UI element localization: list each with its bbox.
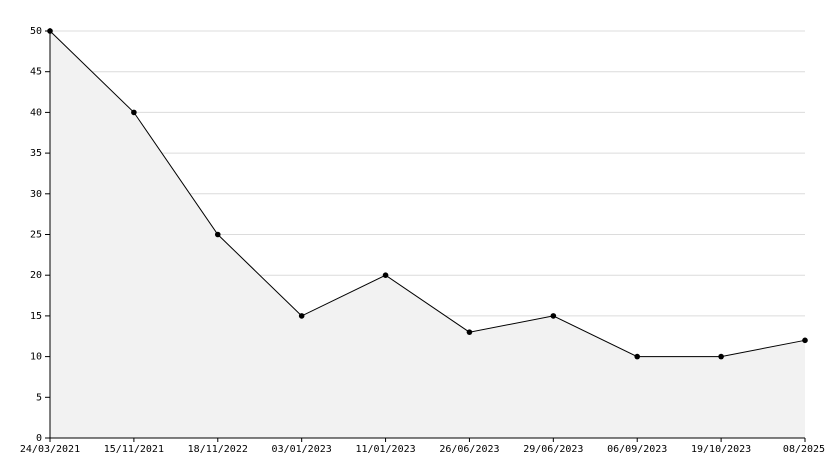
point — [802, 337, 808, 344]
x-tick-label: 19/10/2023 — [691, 444, 751, 455]
line — [49, 30, 806, 358]
y-tick-label: 15 — [30, 311, 42, 322]
y-tick-label: 25 — [30, 230, 42, 241]
y-tick-label: 30 — [30, 189, 42, 200]
y-tick-label: 20 — [30, 270, 42, 281]
y-tick-label: 5 — [36, 392, 42, 403]
point — [131, 109, 137, 116]
point — [634, 353, 641, 360]
point — [466, 329, 473, 335]
x-tick-label: 29/06/2023 — [523, 444, 583, 455]
y-tick-label: 50 — [30, 26, 42, 37]
x-tick-label: 18/11/2022 — [188, 444, 248, 455]
point — [298, 313, 305, 319]
y-tick-label: 0 — [36, 433, 42, 444]
y-tick-label: 35 — [30, 148, 42, 159]
x-tick-label: 24/03/2021 — [20, 444, 80, 455]
x-tick-label: 03/01/2023 — [272, 444, 332, 455]
y-tick-label: 40 — [30, 107, 42, 118]
y-tick-label: 10 — [30, 352, 42, 363]
area — [50, 31, 805, 438]
y-tick-label: 45 — [30, 67, 42, 78]
x-tick-label: 11/01/2023 — [355, 444, 415, 455]
point — [382, 272, 389, 279]
x-tick-label: 06/09/2023 — [607, 444, 667, 455]
point — [550, 313, 557, 319]
point — [718, 353, 724, 360]
point — [214, 231, 221, 238]
x-tick-label: 15/11/2021 — [104, 444, 164, 455]
x-tick-label: 08/2025 — [783, 444, 825, 455]
x-tick-label: 26/06/2023 — [439, 444, 499, 455]
